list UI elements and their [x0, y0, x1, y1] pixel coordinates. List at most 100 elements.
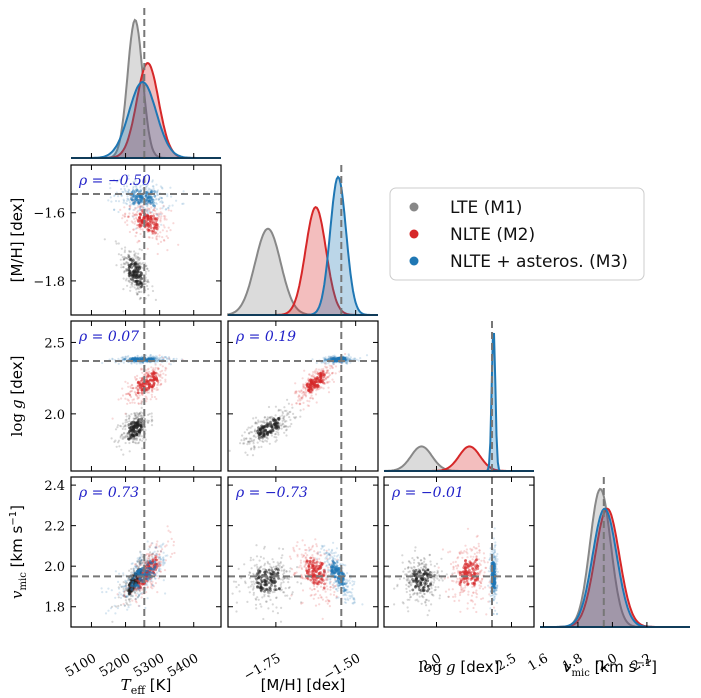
point-model-0: [133, 589, 136, 592]
point-model-0: [284, 425, 287, 428]
point-model-1: [135, 587, 138, 590]
point-model-1: [138, 564, 141, 567]
point-model-2: [165, 357, 168, 360]
point-model-2: [127, 174, 130, 177]
point-model-0: [270, 434, 273, 437]
point-model-0: [410, 566, 413, 569]
point-model-0: [415, 582, 419, 585]
point-model-2: [494, 557, 497, 560]
point-model-1: [335, 595, 338, 598]
point-model-1: [147, 229, 150, 232]
panel-vmic-vs-mh: [227, 476, 379, 628]
point-model-1: [482, 552, 485, 555]
point-model-0: [254, 422, 257, 425]
point-model-1: [152, 367, 155, 370]
point-model-1: [159, 384, 162, 387]
point-model-1: [166, 249, 169, 252]
point-model-0: [252, 585, 255, 588]
point-model-2: [182, 190, 185, 193]
point-model-2: [122, 198, 125, 201]
x-axis-label-logg: log g [dex]: [419, 658, 500, 676]
point-model-1: [121, 387, 124, 390]
point-model-1: [334, 584, 337, 588]
point-model-0: [283, 419, 286, 422]
point-model-1: [159, 370, 162, 373]
point-model-0: [129, 289, 132, 292]
point-model-0: [115, 242, 118, 245]
point-model-0: [139, 415, 142, 418]
point-model-1: [322, 381, 325, 385]
point-model-1: [140, 596, 143, 599]
point-model-1: [322, 570, 326, 574]
point-model-2: [494, 556, 497, 559]
point-model-2: [495, 588, 498, 592]
point-model-0: [126, 579, 129, 582]
point-model-0: [147, 269, 150, 272]
point-model-2: [488, 558, 491, 561]
point-model-0: [254, 436, 257, 439]
point-model-0: [447, 595, 450, 598]
point-model-1: [316, 372, 319, 375]
point-model-1: [159, 564, 162, 568]
point-model-2: [113, 604, 116, 607]
point-model-2: [156, 360, 159, 363]
point-model-1: [126, 402, 129, 405]
point-model-1: [171, 552, 174, 555]
point-model-0: [129, 258, 133, 262]
point-model-2: [127, 188, 130, 191]
point-model-0: [274, 433, 277, 436]
point-model-1: [145, 382, 149, 386]
point-model-0: [438, 579, 441, 582]
point-model-1: [151, 583, 154, 586]
point-model-1: [329, 554, 332, 557]
point-model-1: [315, 560, 319, 564]
point-model-0: [252, 580, 255, 583]
point-model-1: [304, 387, 307, 391]
point-model-2: [141, 187, 144, 190]
point-model-1: [333, 590, 336, 594]
point-model-0: [264, 582, 268, 586]
point-model-2: [124, 355, 127, 358]
point-model-1: [303, 560, 306, 563]
point-model-0: [122, 257, 126, 261]
point-model-1: [159, 570, 162, 573]
point-model-1: [299, 561, 303, 564]
point-model-0: [451, 572, 454, 575]
point-model-2: [151, 542, 154, 545]
point-model-0: [414, 568, 418, 572]
ytick-label-logg_y: 2.5: [44, 336, 65, 351]
ytick-label-vmic_y: 2.0: [44, 560, 65, 575]
point-model-1: [131, 398, 134, 401]
point-model-0: [237, 567, 240, 571]
point-model-1: [309, 390, 313, 394]
point-model-1: [150, 584, 153, 587]
point-model-0: [440, 577, 443, 580]
point-model-0: [277, 433, 280, 436]
point-model-0: [132, 570, 136, 573]
point-model-0: [402, 577, 406, 580]
point-model-2: [494, 559, 497, 563]
point-model-0: [421, 578, 425, 582]
point-model-2: [163, 561, 166, 564]
point-model-0: [271, 603, 274, 606]
point-model-1: [301, 377, 304, 380]
point-model-1: [135, 216, 138, 219]
point-model-2: [343, 582, 347, 586]
point-model-2: [327, 362, 330, 365]
point-model-1: [134, 377, 137, 380]
point-model-0: [114, 439, 117, 442]
point-model-0: [119, 424, 122, 427]
point-model-1: [462, 551, 465, 554]
point-model-2: [493, 549, 497, 552]
point-model-1: [467, 593, 470, 596]
point-model-1: [308, 373, 311, 376]
point-model-1: [125, 392, 128, 396]
point-model-1: [156, 225, 160, 228]
point-model-2: [146, 563, 150, 566]
point-model-1: [312, 556, 315, 559]
point-model-0: [135, 416, 138, 420]
point-model-1: [151, 373, 155, 376]
point-model-2: [323, 359, 326, 362]
point-model-1: [480, 569, 483, 572]
point-model-1: [454, 595, 457, 598]
